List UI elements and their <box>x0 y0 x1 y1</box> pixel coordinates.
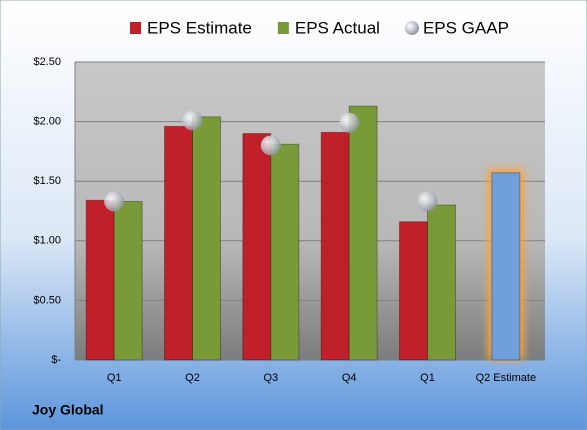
bar <box>348 105 378 361</box>
plot-area <box>75 62 545 360</box>
bar <box>491 172 521 361</box>
legend-label: EPS Actual <box>295 18 380 37</box>
bar <box>192 116 221 361</box>
x-tick-label: Q1 <box>107 372 122 384</box>
y-tick-label: $1.00 <box>33 235 61 247</box>
gaap-marker <box>104 191 125 212</box>
bar <box>399 221 428 361</box>
y-tick-label: $2.00 <box>33 116 61 128</box>
gaap-marker <box>417 191 438 212</box>
x-tick-label: Q1 <box>420 372 435 384</box>
bar <box>427 204 456 361</box>
bar <box>113 200 143 361</box>
bar <box>164 125 193 361</box>
legend-label: EPS GAAP <box>423 18 509 37</box>
bar <box>270 143 300 361</box>
chart-title: Joy Global <box>32 402 104 418</box>
y-tick-label: $1.50 <box>33 175 61 187</box>
y-tick-label: $- <box>51 354 61 366</box>
gaap-marker <box>260 135 281 156</box>
y-tick-label: $2.50 <box>33 56 61 68</box>
bar <box>85 199 115 361</box>
bar <box>320 131 350 361</box>
legend-label: EPS Estimate <box>147 18 252 37</box>
gaap-marker <box>339 112 360 133</box>
bar <box>242 133 272 361</box>
x-tick-label: Q2 Estimate <box>476 372 537 384</box>
x-tick-label: Q4 <box>342 372 357 384</box>
y-tick-label: $0.50 <box>33 294 61 306</box>
gaap-marker <box>182 110 203 131</box>
legend-swatch <box>130 22 141 34</box>
legend-swatch <box>277 22 289 34</box>
x-tick-label: Q2 <box>185 372 200 384</box>
x-tick-label: Q3 <box>263 372 278 384</box>
legend-swatch <box>404 21 419 35</box>
